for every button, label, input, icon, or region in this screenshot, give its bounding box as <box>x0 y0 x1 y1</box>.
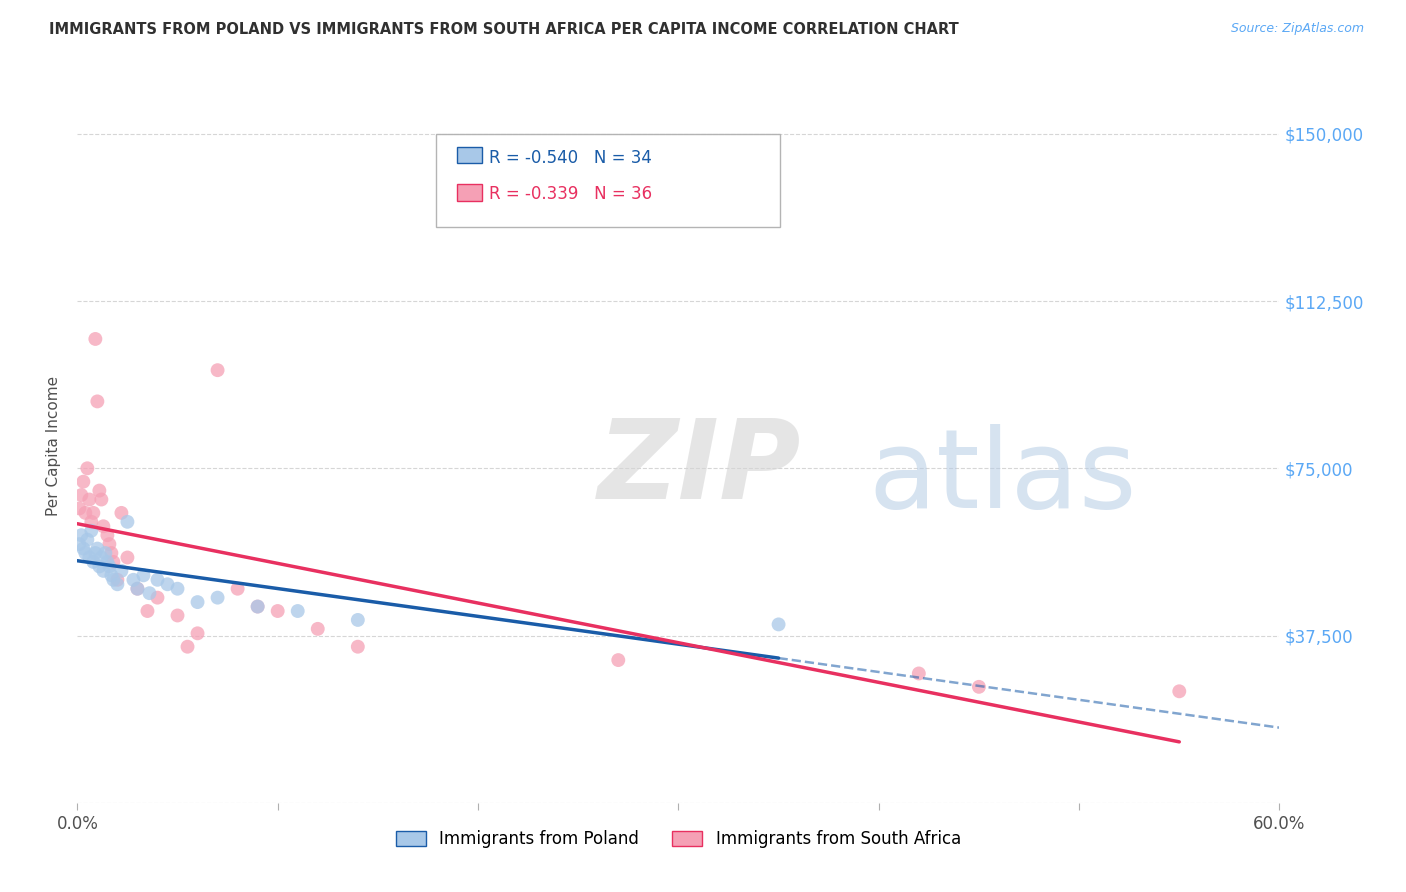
Point <box>82 555 104 569</box>
Point <box>67 501 90 516</box>
Point <box>186 595 209 609</box>
Text: R = -0.339   N = 36: R = -0.339 N = 36 <box>489 186 652 203</box>
Point <box>107 573 129 587</box>
Point <box>287 604 309 618</box>
Point <box>156 577 179 591</box>
Point <box>84 332 107 346</box>
Point <box>127 582 149 596</box>
Point <box>347 613 370 627</box>
Point <box>90 492 112 507</box>
Point <box>908 666 931 681</box>
Text: ZIP: ZIP <box>599 415 801 522</box>
Legend: Immigrants from Poland, Immigrants from South Africa: Immigrants from Poland, Immigrants from … <box>389 824 967 855</box>
Point <box>103 555 125 569</box>
Text: IMMIGRANTS FROM POLAND VS IMMIGRANTS FROM SOUTH AFRICA PER CAPITA INCOME CORRELA: IMMIGRANTS FROM POLAND VS IMMIGRANTS FRO… <box>49 22 959 37</box>
Point <box>246 599 269 614</box>
Point <box>93 564 115 578</box>
Text: Source: ZipAtlas.com: Source: ZipAtlas.com <box>1230 22 1364 36</box>
Point <box>72 541 94 556</box>
Text: R = -0.540   N = 34: R = -0.540 N = 34 <box>489 149 652 167</box>
Point <box>76 533 98 547</box>
Point <box>176 640 198 654</box>
Point <box>122 573 145 587</box>
Point <box>82 506 104 520</box>
Point <box>98 559 121 574</box>
Point <box>110 506 132 520</box>
Point <box>607 653 630 667</box>
Point <box>79 550 101 565</box>
Point <box>136 604 159 618</box>
Y-axis label: Per Capita Income: Per Capita Income <box>46 376 62 516</box>
Point <box>146 573 169 587</box>
Point <box>67 537 90 551</box>
Point <box>100 546 122 560</box>
Point <box>79 492 101 507</box>
Point <box>76 461 98 475</box>
Point <box>166 582 188 596</box>
Point <box>86 394 108 409</box>
Point <box>84 546 107 560</box>
Point <box>98 537 121 551</box>
Point <box>80 515 103 529</box>
Point <box>267 604 290 618</box>
Point <box>146 591 169 605</box>
Point <box>307 622 329 636</box>
Text: atlas: atlas <box>869 424 1137 531</box>
Point <box>93 519 115 533</box>
Point <box>96 528 118 542</box>
Point <box>207 363 229 377</box>
Point <box>967 680 990 694</box>
Point <box>110 564 132 578</box>
Point <box>117 515 139 529</box>
Point <box>138 586 160 600</box>
Point <box>90 550 112 565</box>
Point <box>70 488 93 502</box>
Point <box>768 617 790 632</box>
Point <box>127 582 149 596</box>
Point <box>70 528 93 542</box>
Point <box>347 640 370 654</box>
Point <box>103 573 125 587</box>
Point <box>72 475 94 489</box>
Point <box>107 577 129 591</box>
Point <box>94 546 117 560</box>
Point <box>89 483 111 498</box>
Point <box>117 550 139 565</box>
Point <box>186 626 209 640</box>
Point <box>86 541 108 556</box>
Point <box>80 524 103 538</box>
Point <box>226 582 249 596</box>
Point <box>166 608 188 623</box>
Point <box>207 591 229 605</box>
Point <box>75 506 97 520</box>
Point <box>100 568 122 582</box>
Point <box>246 599 269 614</box>
Point <box>89 559 111 574</box>
Point <box>132 568 155 582</box>
Point <box>75 546 97 560</box>
Point <box>1168 684 1191 698</box>
Point <box>96 555 118 569</box>
